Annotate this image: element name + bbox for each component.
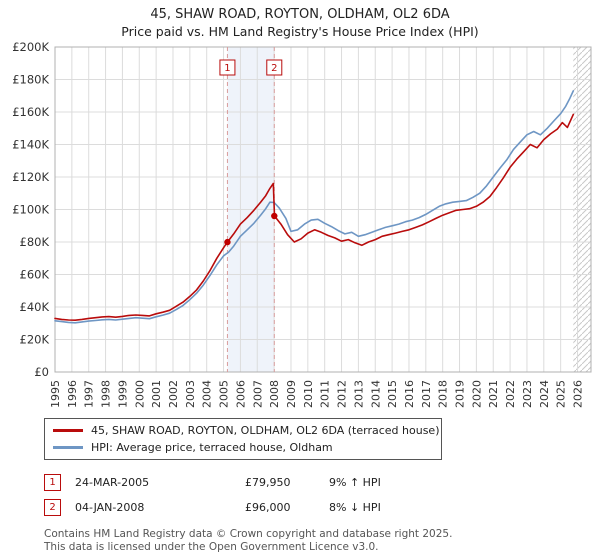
y-axis-label: £140K (12, 138, 49, 152)
property-line-swatch (53, 429, 83, 432)
x-axis-label: 2007 (251, 380, 264, 408)
transaction-1-date: 24-MAR-2005 (75, 476, 150, 489)
x-axis-label: 2015 (386, 380, 399, 408)
sale-2-marker (271, 212, 278, 220)
y-axis-label: £40K (20, 300, 50, 314)
chart-title: 45, SHAW ROAD, ROYTON, OLDHAM, OL2 6DA (150, 7, 450, 22)
legend-label-property: 45, SHAW ROAD, ROYTON, OLDHAM, OL2 6DA (… (91, 424, 440, 437)
chart-subtitle: Price paid vs. HM Land Registry's House … (121, 24, 479, 39)
legend-label-hpi: HPI: Average price, terraced house, Oldh… (91, 441, 333, 454)
y-axis-label: £160K (12, 105, 49, 119)
property-price-line (54, 113, 575, 321)
transaction-row-2: 2 04-JAN-2008 £96,000 8% ↓ HPI (44, 499, 600, 516)
y-axis-label: £200K (12, 40, 49, 54)
chart-header: 45, SHAW ROAD, ROYTON, OLDHAM, OL2 6DA P… (0, 0, 600, 40)
x-axis-label: 1998 (100, 380, 113, 408)
x-axis-label: 2005 (218, 380, 231, 408)
x-axis-label: 2003 (184, 380, 197, 408)
license-footer: Contains HM Land Registry data © Crown c… (44, 528, 600, 554)
x-axis-label: 2008 (268, 380, 281, 408)
y-axis-label: £0 (34, 365, 49, 379)
x-axis-label: 1997 (83, 380, 96, 408)
x-axis-label: 2024 (538, 380, 551, 408)
x-axis-label: 2021 (487, 380, 500, 408)
transaction-row-1: 1 24-MAR-2005 £79,950 9% ↑ HPI (44, 474, 600, 491)
sale-1-flag-label: 1 (224, 63, 230, 74)
x-axis-label: 2020 (470, 380, 483, 408)
y-axis-label: £120K (12, 170, 49, 184)
transaction-1-marker: 1 (44, 474, 61, 491)
y-axis-label: £100K (12, 203, 49, 217)
x-axis-label: 2022 (504, 380, 517, 408)
transaction-1-hpi-delta: 9% ↑ HPI (329, 476, 381, 489)
legend-item-hpi: HPI: Average price, terraced house, Oldh… (53, 441, 433, 454)
sale-2-flag-label: 2 (271, 63, 277, 74)
transaction-2-date: 04-JAN-2008 (75, 501, 145, 514)
transaction-1-price: £79,950 (245, 476, 291, 489)
x-axis-label: 2004 (201, 380, 214, 408)
y-axis-label: £60K (20, 268, 50, 282)
x-axis-label: 2011 (319, 380, 332, 408)
grid-lines (54, 46, 591, 373)
sale-1-marker (224, 238, 231, 246)
y-axis-label: £20K (20, 333, 50, 347)
price-history-chart: 1 2 £0 £20K £40K £60K £80K £100K £120K £140K £160K… (12, 40, 592, 408)
x-axis-label: 2018 (437, 380, 450, 408)
transaction-2-price: £96,000 (245, 501, 291, 514)
plot-border (54, 46, 592, 373)
footer-line-1: Contains HM Land Registry data © Crown c… (44, 528, 453, 540)
chart-legend: 45, SHAW ROAD, ROYTON, OLDHAM, OL2 6DA (… (44, 418, 442, 460)
x-axis-label: 2025 (555, 380, 568, 408)
x-axis-label: 1995 (49, 380, 62, 408)
sale-2-flag-box (266, 59, 283, 76)
x-axis-label: 2023 (521, 380, 534, 408)
x-axis-label: 2013 (352, 380, 365, 408)
transaction-2-marker: 2 (44, 499, 61, 516)
x-axis-label: 2016 (403, 380, 416, 408)
x-axis-label: 2026 (572, 380, 585, 408)
x-axis-label: 2001 (150, 380, 163, 408)
x-axis-label: 1999 (116, 380, 129, 408)
x-axis-label: 2019 (454, 380, 467, 408)
x-axis-label: 2010 (302, 380, 315, 408)
x-axis-label: 2012 (336, 380, 349, 408)
x-axis-label: 2017 (420, 380, 433, 408)
hpi-line-swatch (53, 446, 83, 449)
x-axis-label: 2002 (167, 380, 180, 408)
hpi-line (54, 90, 575, 324)
y-axis-label: £180K (12, 73, 49, 87)
x-axis-label: 2000 (133, 380, 146, 408)
y-axis-label: £80K (20, 235, 50, 249)
x-axis-label: 2014 (369, 380, 382, 408)
transaction-list: 1 24-MAR-2005 £79,950 9% ↑ HPI 2 04-JAN-… (44, 474, 600, 516)
sale-1-flag-box (219, 59, 236, 76)
transaction-2-hpi-delta: 8% ↓ HPI (329, 501, 381, 514)
x-axis-label: 2006 (234, 380, 247, 408)
legend-item-property: 45, SHAW ROAD, ROYTON, OLDHAM, OL2 6DA (… (53, 424, 440, 437)
x-axis-label: 2009 (285, 380, 298, 408)
x-axis-label: 1996 (66, 380, 79, 408)
footer-line-2: This data is licensed under the Open Gov… (44, 541, 379, 553)
